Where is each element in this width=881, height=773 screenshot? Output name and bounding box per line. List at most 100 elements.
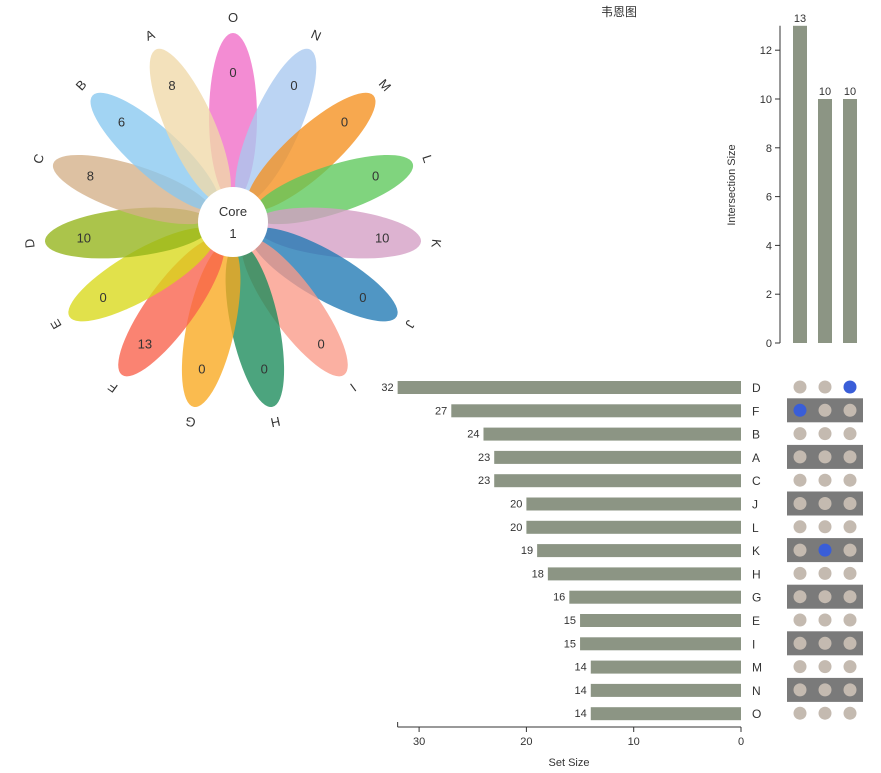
intersection-bar-label: 10 bbox=[844, 86, 856, 98]
matrix-dot bbox=[818, 403, 832, 417]
set-size-bar bbox=[537, 544, 741, 558]
set-size-bar bbox=[580, 637, 741, 651]
petal-label-H: H bbox=[269, 414, 281, 431]
matrix-dot bbox=[818, 427, 832, 441]
x-tick-label: 30 bbox=[413, 736, 425, 748]
set-size-bar bbox=[590, 683, 741, 697]
set-size-bar bbox=[590, 660, 741, 674]
petal-label-D: D bbox=[22, 238, 38, 249]
set-size-label: 14 bbox=[575, 685, 587, 697]
petal-value-M: 0 bbox=[341, 115, 348, 130]
matrix-dot bbox=[843, 706, 857, 720]
set-name: O bbox=[752, 707, 761, 721]
core-circle bbox=[198, 187, 268, 257]
matrix-dot bbox=[793, 566, 807, 580]
set-size-bar bbox=[569, 590, 741, 604]
petal-label-E: E bbox=[47, 316, 64, 331]
matrix-dot bbox=[843, 450, 857, 464]
matrix-dot bbox=[818, 660, 832, 674]
matrix-dot-active bbox=[793, 403, 807, 417]
matrix-dot bbox=[818, 636, 832, 650]
set-size-label: 24 bbox=[467, 429, 479, 441]
matrix-dot bbox=[793, 660, 807, 674]
set-size-label: 19 bbox=[521, 545, 533, 557]
set-size-bar bbox=[547, 567, 741, 581]
set-size-x-label: Set Size bbox=[549, 757, 590, 769]
set-name: L bbox=[752, 521, 759, 535]
set-size-label: 20 bbox=[510, 522, 522, 534]
petal-value-K: 10 bbox=[375, 231, 389, 246]
petal-label-L: L bbox=[419, 153, 436, 165]
y-tick-label: 8 bbox=[766, 143, 772, 155]
petal-value-J: 0 bbox=[359, 290, 366, 305]
set-name: I bbox=[752, 637, 755, 651]
y-tick-label: 2 bbox=[766, 289, 772, 301]
set-name: A bbox=[752, 451, 760, 465]
matrix-dot bbox=[793, 380, 807, 394]
core-label: Core bbox=[219, 204, 247, 219]
set-name: E bbox=[752, 614, 760, 628]
petal-value-C: 8 bbox=[87, 169, 94, 184]
matrix-dot bbox=[843, 497, 857, 510]
matrix-dot bbox=[793, 683, 807, 697]
matrix-dot bbox=[793, 636, 807, 650]
matrix-dot bbox=[843, 473, 857, 487]
x-tick-label: 10 bbox=[628, 736, 640, 748]
intersection-y-label: Intersection Size bbox=[726, 144, 738, 225]
y-tick-label: 12 bbox=[760, 45, 772, 57]
petal-value-F: 13 bbox=[138, 336, 152, 351]
set-size-label: 16 bbox=[553, 592, 565, 604]
set-name: K bbox=[752, 544, 760, 558]
set-size-label: 15 bbox=[564, 615, 576, 627]
matrix-dot bbox=[843, 566, 857, 580]
matrix-dot-active bbox=[818, 543, 832, 557]
petal-label-N: N bbox=[309, 26, 324, 44]
petal-value-E: 0 bbox=[99, 290, 106, 305]
matrix-dot bbox=[793, 450, 807, 464]
intersection-bar-label: 10 bbox=[819, 86, 831, 98]
set-name: M bbox=[752, 661, 762, 675]
y-tick-label: 6 bbox=[766, 192, 772, 204]
set-size-bar bbox=[397, 381, 741, 394]
intersection-bar bbox=[818, 99, 832, 343]
chart-title: 韦恩图 bbox=[601, 5, 637, 19]
matrix-dot bbox=[818, 497, 832, 510]
x-tick-label: 20 bbox=[520, 736, 532, 748]
set-size-label: 15 bbox=[564, 638, 576, 650]
matrix-dot-active bbox=[843, 380, 857, 394]
set-size-label: 20 bbox=[510, 499, 522, 511]
matrix-dot bbox=[843, 683, 857, 697]
matrix-dot bbox=[818, 450, 832, 464]
y-tick-label: 0 bbox=[766, 338, 772, 350]
set-name: N bbox=[752, 684, 761, 698]
matrix-dot bbox=[818, 380, 832, 394]
petal-label-M: M bbox=[376, 76, 394, 94]
matrix-dot bbox=[793, 427, 807, 441]
matrix-dot bbox=[843, 613, 857, 627]
y-tick-label: 10 bbox=[760, 94, 772, 106]
matrix-dot bbox=[793, 497, 807, 510]
set-size-label: 23 bbox=[478, 475, 490, 487]
petal-value-D: 10 bbox=[77, 231, 91, 246]
matrix-dot bbox=[843, 590, 857, 604]
set-size-bar bbox=[494, 450, 741, 464]
petal-value-N: 0 bbox=[290, 78, 297, 93]
y-tick-label: 4 bbox=[766, 240, 772, 252]
petal-J bbox=[250, 227, 398, 322]
petal-value-A: 8 bbox=[168, 78, 175, 93]
petal-M bbox=[246, 92, 376, 211]
set-size-label: 32 bbox=[381, 382, 393, 394]
petal-value-H: 0 bbox=[261, 362, 268, 377]
set-size-bar bbox=[590, 707, 741, 721]
petal-value-B: 6 bbox=[118, 115, 125, 130]
matrix-dot bbox=[818, 520, 832, 534]
matrix-dot bbox=[818, 590, 832, 604]
set-size-label: 14 bbox=[575, 708, 587, 720]
petal-label-I: I bbox=[347, 380, 359, 394]
matrix-dot bbox=[818, 566, 832, 580]
set-size-bar bbox=[451, 404, 741, 418]
matrix-dot bbox=[818, 706, 832, 720]
set-size-bar bbox=[494, 474, 741, 488]
set-size-bar bbox=[526, 497, 741, 511]
